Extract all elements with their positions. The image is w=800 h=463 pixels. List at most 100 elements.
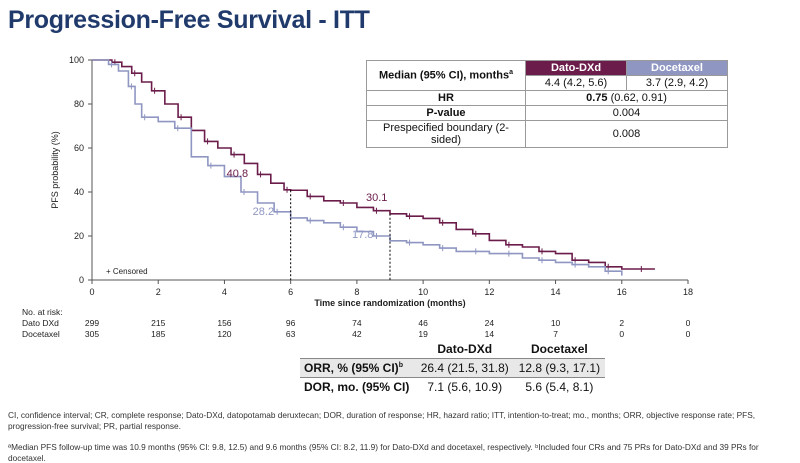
x-tick-label: 0: [89, 287, 94, 297]
km-line-docetaxel: [92, 59, 623, 276]
dor-label: DOR, mo. (95% CI): [304, 380, 410, 394]
x-tick-label: 4: [222, 287, 227, 297]
hr-table: Median (95% CI), monthsa Dato-DXd Doceta…: [366, 60, 728, 148]
landmark-label: 30.1: [366, 192, 387, 204]
orr-dato: 26.4 (21.5, 31.8): [415, 358, 514, 378]
risk-value: 7: [553, 329, 558, 339]
censor-mark: [505, 241, 512, 248]
censor-mark: [141, 114, 148, 121]
censor-mark: [174, 125, 181, 132]
censor-mark: [307, 193, 314, 200]
risk-value: 185: [151, 329, 165, 339]
risk-value: 46: [418, 318, 428, 328]
hr-value: 0.75: [586, 92, 608, 104]
censor-legend: + Censored: [106, 267, 148, 276]
risk-value: 14: [485, 329, 495, 339]
censor-mark: [539, 248, 545, 255]
median-sup: a: [509, 69, 514, 77]
censor-mark: [274, 208, 281, 215]
censor-mark: [539, 257, 545, 264]
censor-mark: [373, 207, 380, 214]
x-tick-label: 8: [354, 287, 359, 297]
censor-mark: [284, 186, 291, 193]
risk-value: 299: [85, 318, 99, 328]
censor-mark: [307, 217, 314, 224]
risk-value: 74: [352, 318, 362, 328]
risk-value: 305: [85, 329, 99, 339]
censor-mark: [406, 213, 413, 220]
risk-value: 63: [286, 329, 296, 339]
y-tick-label: 40: [74, 187, 84, 197]
p-label: P-value: [366, 105, 526, 121]
risk-row-label: Docetaxel: [22, 329, 60, 339]
censor-mark: [340, 200, 347, 206]
x-tick-label: 2: [156, 287, 161, 297]
risk-title: No. at risk:: [22, 307, 63, 317]
hr-col-doce: Docetaxel: [626, 60, 728, 76]
median-doce: 3.7 (2.9, 4.2): [626, 75, 728, 91]
censor-mark: [131, 70, 138, 77]
censor-mark: [108, 61, 115, 68]
risk-value: 156: [217, 318, 231, 328]
risk-value: 0: [686, 318, 691, 328]
censor-mark: [207, 162, 214, 169]
y-tick-label: 0: [79, 275, 84, 285]
dor-dato: 7.1 (5.6, 10.9): [427, 380, 503, 394]
x-tick-label: 6: [288, 287, 293, 297]
censor-mark: [472, 248, 479, 255]
hr-value-cell: 0.75 (0.62, 0.91): [525, 90, 728, 106]
km-line-dato-dxd: [92, 59, 655, 270]
risk-value: 2: [619, 318, 624, 328]
risk-value: 42: [352, 329, 362, 339]
chart-annotations: 40.8 30.1 28.2 17.8: [227, 168, 391, 280]
censor-mark: [439, 219, 446, 226]
x-axis-title: Time since randomization (months): [314, 298, 465, 308]
censor-mark: [178, 114, 185, 121]
censor-mark: [241, 189, 247, 195]
y-tick-label: 100: [69, 55, 84, 65]
censor-mark: [373, 233, 380, 239]
boundary-label: Prespecified boundary (2-sided): [366, 120, 526, 148]
censor-mark: [257, 171, 264, 178]
risk-value: 19: [418, 329, 428, 339]
risk-value: 0: [686, 329, 691, 339]
censor-mark: [605, 268, 612, 275]
orr-doce: 12.8 (9.3, 17.1): [513, 358, 605, 378]
page-title: Progression-Free Survival - ITT: [8, 6, 370, 34]
risk-value: 10: [551, 318, 561, 328]
censor-mark: [231, 151, 238, 158]
hr-label: HR: [366, 90, 526, 106]
hr-col-dato: Dato-DXd: [525, 60, 627, 76]
risk-table: No. at risk:Dato DXd 299 215 156 96 74 46 24 10 2…: [22, 307, 691, 339]
landmark-label: 17.8: [352, 229, 373, 241]
censor-mark: [572, 261, 579, 268]
risk-value: 96: [286, 318, 296, 328]
censor-mark: [204, 138, 211, 145]
x-tick-label: 18: [683, 287, 693, 297]
median-dato: 4.4 (4.2, 5.6): [525, 75, 627, 91]
censor-mark: [128, 83, 135, 90]
censor-mark: [406, 239, 413, 246]
censor-mark: [505, 250, 512, 257]
p-value: 0.004: [525, 105, 728, 121]
dor-doce: 5.6 (5.4, 8.1): [525, 380, 594, 394]
censor-mark: [151, 87, 158, 94]
y-axis-title: PFS probability (%): [50, 131, 60, 209]
landmark-label: 40.8: [227, 168, 248, 180]
orr-corner: [300, 340, 416, 359]
censor-mark: [340, 224, 347, 231]
risk-value: 120: [217, 329, 231, 339]
orr-sup: b: [398, 362, 403, 369]
x-tick-label: 14: [551, 287, 561, 297]
hr-ci: (0.62, 0.91): [610, 92, 667, 104]
y-tick-label: 60: [74, 143, 84, 153]
chart-axes: 0 20 40 60 80 100 0 2 4 6 8 10 12 14 16 18 Time since ra…: [50, 55, 693, 308]
dor-row: DOR, mo. (95% CI) 7.1 (5.6, 10.9) 5.6 (5…: [300, 378, 605, 397]
x-tick-label: 10: [418, 287, 428, 297]
x-tick-label: 12: [484, 287, 494, 297]
censor-mark: [638, 266, 645, 272]
footnote-notes: ªMedian PFS follow-up time was 10.9 mont…: [8, 442, 759, 463]
footnote-abbrev: CI, confidence interval; CR, complete re…: [8, 410, 756, 431]
chart-lines: [92, 59, 655, 276]
